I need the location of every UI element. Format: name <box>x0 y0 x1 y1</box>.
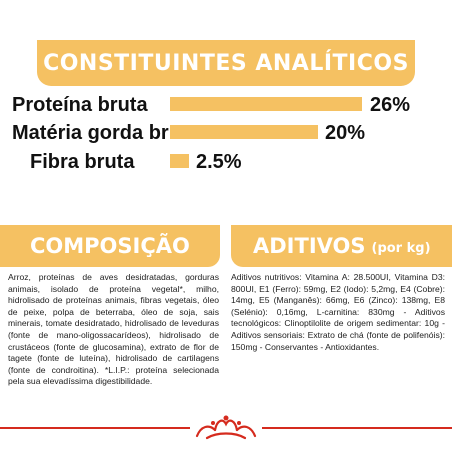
nutrient-bar-protein <box>170 97 362 111</box>
additives-text: Aditivos nutritivos: Vitamina A: 28.500U… <box>231 272 445 352</box>
nutrient-label-protein: Proteína bruta <box>12 94 148 116</box>
analytics-title-banner: CONSTITUINTES ANALÍTICOS <box>37 40 415 86</box>
nutrient-value-fiber: 2.5% <box>196 151 242 173</box>
nutrient-bar-fiber <box>170 154 189 168</box>
additives-banner: ADITIVOS (por kg) <box>231 225 452 267</box>
nutrient-value-fat: 20% <box>325 122 366 144</box>
nutrient-label-fiber: Fibra bruta <box>30 151 135 173</box>
additives-subtitle: (por kg) <box>371 241 431 256</box>
nutrient-value-protein: 26% <box>370 94 411 116</box>
royal-crown-icon <box>195 415 257 440</box>
composition-text: Arroz, proteínas de aves desidratadas, g… <box>8 272 219 387</box>
footer-line-right <box>262 427 452 429</box>
composition-title: COMPOSIÇÃO <box>30 234 190 258</box>
analytics-title: CONSTITUINTES ANALÍTICOS <box>43 50 409 76</box>
footer-line-left <box>0 427 190 429</box>
composition-banner: COMPOSIÇÃO <box>0 225 220 267</box>
nutrient-bar-fat <box>170 125 318 139</box>
nutrient-label-fat: Matéria gorda bruta <box>12 122 199 144</box>
additives-title: ADITIVOS <box>253 234 366 258</box>
